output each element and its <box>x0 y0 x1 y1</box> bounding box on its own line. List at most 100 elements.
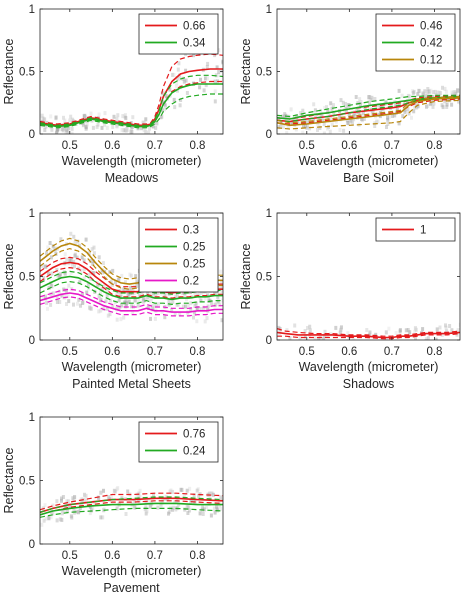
density-cell <box>44 264 48 269</box>
density-cell <box>398 328 402 333</box>
density-cell <box>221 59 223 64</box>
density-cell <box>195 488 199 493</box>
density-cell <box>329 101 333 106</box>
density-cell <box>140 290 144 295</box>
density-cell <box>167 511 170 516</box>
density-cell <box>179 487 183 492</box>
density-cell <box>127 292 131 297</box>
density-cell <box>201 512 205 516</box>
density-cell <box>64 132 68 134</box>
density-cell <box>154 292 158 297</box>
density-cell <box>181 290 185 295</box>
density-cell <box>95 124 99 129</box>
panel-pavement: 0.5 0.6 0.7 0.8 0 0.5 1 Wavelength (micrometer)… <box>2 412 224 595</box>
panel-painted-metal-sheets: 0.5 0.6 0.7 0.8 0 0.5 1 Wavelength (micrometer)… <box>2 208 224 391</box>
density-cell <box>346 331 350 336</box>
density-cell <box>114 489 117 494</box>
density-cell <box>109 298 113 303</box>
density-cell <box>198 85 202 90</box>
density-cell <box>64 288 68 293</box>
density-cell <box>144 500 148 505</box>
density-cell <box>218 302 222 307</box>
y-tick-label: 0 <box>29 539 35 551</box>
density-cell <box>84 237 88 242</box>
density-cell <box>79 502 83 507</box>
density-cell <box>105 287 109 292</box>
density-cell <box>171 505 175 510</box>
density-cell <box>163 315 167 320</box>
density-cell <box>220 280 223 285</box>
density-cell <box>138 488 142 493</box>
density-cell <box>41 264 45 268</box>
density-cell <box>352 117 356 122</box>
series-0-lower-bound <box>277 98 460 125</box>
x-tick-label: 0.5 <box>299 140 315 152</box>
density-cell <box>174 507 178 512</box>
series-1-mean-line <box>40 275 223 301</box>
density-cell <box>84 498 88 503</box>
density-cell <box>413 105 417 110</box>
density-cell <box>43 128 47 132</box>
density-cell <box>286 124 290 129</box>
legend-label: 0.34 <box>183 38 206 50</box>
density-cell <box>73 240 77 245</box>
density-cell <box>49 114 53 119</box>
density-cell <box>287 115 291 120</box>
density-cell <box>181 304 185 309</box>
density-cell <box>175 302 179 307</box>
density-cell <box>54 115 58 120</box>
density-cell <box>85 290 89 295</box>
series-0-lower-bound <box>40 500 223 516</box>
legend: 0.3 0.25 0.25 0.2 <box>138 217 219 293</box>
density-cell <box>79 303 82 308</box>
density-cell <box>199 298 203 303</box>
density-cell <box>103 122 107 127</box>
density-cell <box>96 122 100 127</box>
density-cell <box>43 117 47 122</box>
y-tick-label: 0.5 <box>19 272 35 284</box>
density-cell <box>70 131 74 134</box>
density-cell <box>332 103 335 108</box>
density-cell <box>448 324 452 328</box>
density-cell <box>440 333 444 337</box>
panel-caption: Painted Metal Sheets <box>72 377 191 391</box>
density-cell <box>456 88 459 93</box>
density-cell <box>131 310 135 315</box>
density-cell <box>144 295 148 300</box>
density-cell <box>364 340 367 344</box>
density-cell <box>134 274 138 279</box>
density-cell <box>206 61 210 66</box>
series-2-lower-bound <box>277 99 460 130</box>
density-cell <box>367 99 371 104</box>
density-cell <box>47 516 51 521</box>
density-cell <box>293 323 297 328</box>
density-cell <box>106 313 110 318</box>
density-cell <box>324 339 328 340</box>
density-cell <box>113 300 117 305</box>
density-cell <box>97 255 101 260</box>
series-1-lower-bound <box>40 507 223 518</box>
density-cell <box>436 90 440 95</box>
density-cell <box>185 297 188 302</box>
density-cell <box>51 503 55 508</box>
x-tick-label: 0.8 <box>189 140 205 152</box>
plot-area <box>277 85 460 134</box>
plot-area <box>40 486 223 527</box>
density-cell <box>281 114 284 119</box>
density-cell <box>115 123 119 128</box>
density-cell <box>431 100 435 105</box>
density-cell <box>65 499 69 504</box>
x-tick-label: 0.7 <box>147 346 163 358</box>
density-cell <box>279 120 283 125</box>
density-cell <box>322 336 326 340</box>
density-cell <box>144 511 148 516</box>
density-cell <box>60 498 63 503</box>
density-cell <box>213 79 217 84</box>
density-cell <box>81 301 84 305</box>
density-cell <box>77 297 81 302</box>
density-cell <box>393 113 397 118</box>
series-1-upper-bound <box>40 496 223 513</box>
density-cell <box>298 336 302 340</box>
density-cell <box>309 340 312 344</box>
density-cell <box>215 504 219 509</box>
